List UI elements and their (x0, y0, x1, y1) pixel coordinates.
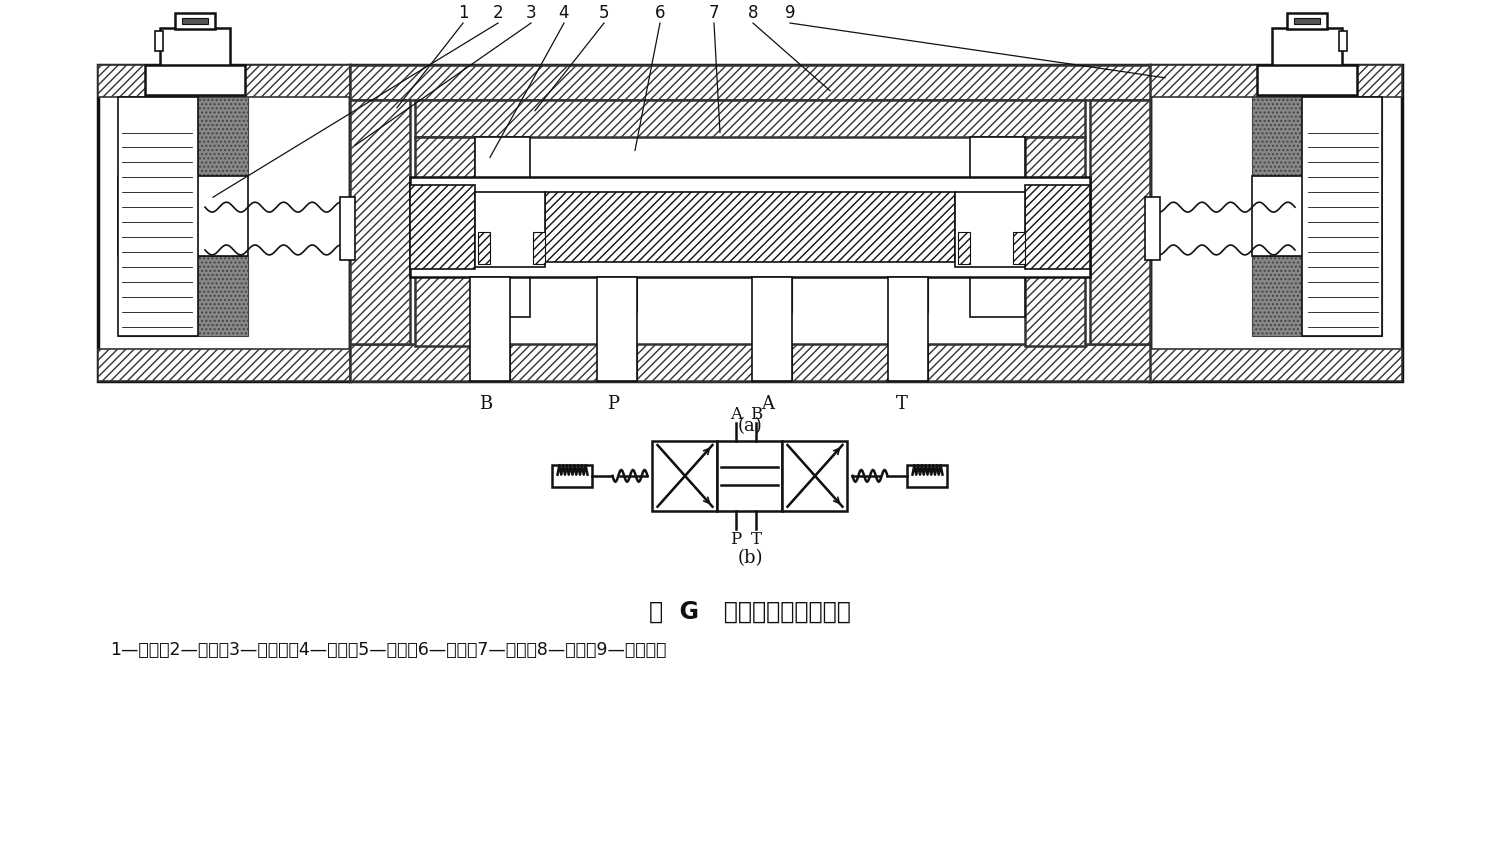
Bar (349, 101, 411, 345)
Bar (597, 277, 637, 313)
Bar (553, 466, 592, 487)
Text: B: B (480, 395, 493, 412)
Bar (415, 101, 1085, 139)
Bar (1090, 101, 1150, 345)
Bar (887, 345, 928, 382)
Bar (145, 65, 244, 96)
Bar (471, 277, 510, 313)
Text: (b): (b) (738, 548, 763, 567)
Bar (887, 277, 928, 382)
Bar (970, 139, 1025, 317)
Bar (97, 65, 349, 382)
Bar (752, 277, 791, 313)
Bar (118, 257, 247, 336)
Bar (154, 32, 163, 52)
Bar (1013, 232, 1025, 264)
Bar (1150, 65, 1402, 382)
Text: 图  G   三位四通电磁换向阀: 图 G 三位四通电磁换向阀 (649, 598, 851, 623)
Text: 7: 7 (709, 4, 720, 22)
Bar (175, 14, 214, 30)
Bar (118, 97, 198, 336)
Bar (1025, 186, 1090, 269)
Bar (752, 277, 791, 382)
Bar (955, 193, 1025, 268)
Bar (118, 177, 247, 257)
Bar (471, 345, 510, 382)
Bar (1150, 65, 1402, 97)
Text: 4: 4 (559, 4, 570, 22)
Bar (97, 350, 349, 382)
Bar (1294, 19, 1321, 25)
Bar (411, 186, 475, 269)
Bar (471, 277, 510, 382)
Bar (958, 232, 970, 264)
Bar (340, 198, 355, 261)
Bar (1288, 14, 1327, 30)
Bar (160, 29, 229, 69)
Bar (415, 139, 475, 347)
Bar (1303, 97, 1382, 336)
Bar (415, 139, 475, 238)
Text: 1: 1 (457, 4, 468, 22)
Text: 8: 8 (748, 4, 758, 22)
Bar (1252, 257, 1382, 336)
Text: 9: 9 (785, 4, 796, 22)
Bar (181, 19, 208, 25)
Text: (a): (a) (738, 417, 763, 435)
Text: A: A (761, 395, 775, 412)
Bar (1145, 198, 1160, 261)
Bar (887, 277, 928, 313)
Bar (1025, 139, 1085, 238)
Bar (1339, 32, 1348, 52)
Bar (478, 232, 490, 264)
Bar (597, 345, 637, 382)
Bar (1025, 139, 1085, 347)
Text: P: P (607, 395, 619, 412)
Text: 2: 2 (493, 4, 504, 22)
Bar (597, 277, 637, 382)
Bar (534, 232, 546, 264)
Bar (1025, 277, 1085, 345)
Bar (97, 65, 349, 97)
Bar (907, 466, 947, 487)
Text: T: T (896, 395, 908, 412)
Bar (118, 97, 247, 177)
Bar (546, 193, 955, 263)
Bar (1258, 65, 1357, 96)
Bar (349, 65, 1150, 382)
Bar (415, 277, 475, 345)
Bar (782, 442, 847, 511)
Bar (411, 178, 1090, 277)
Text: 5: 5 (598, 4, 609, 22)
Bar (349, 345, 1150, 382)
Text: P: P (730, 530, 742, 547)
Bar (475, 139, 531, 317)
Bar (349, 65, 1150, 101)
Text: T: T (751, 530, 761, 547)
Text: B: B (750, 406, 761, 423)
Bar (652, 442, 718, 511)
Text: 1—阀体；2—弹簧；3—弹簧座；4—阀芯；5—线圈；6—衔铁；7—隔套；8—壳体；9—插头组件: 1—阀体；2—弹簧；3—弹簧座；4—阀芯；5—线圈；6—衔铁；7—隔套；8—壳体… (109, 641, 667, 659)
Bar (752, 345, 791, 382)
Bar (1273, 29, 1342, 69)
Bar (1150, 350, 1402, 382)
Text: A: A (730, 406, 742, 423)
Bar (1252, 97, 1382, 177)
Bar (718, 442, 782, 511)
Bar (475, 193, 546, 268)
Bar (1252, 177, 1382, 257)
Text: 6: 6 (655, 4, 666, 22)
Text: 3: 3 (526, 4, 537, 22)
